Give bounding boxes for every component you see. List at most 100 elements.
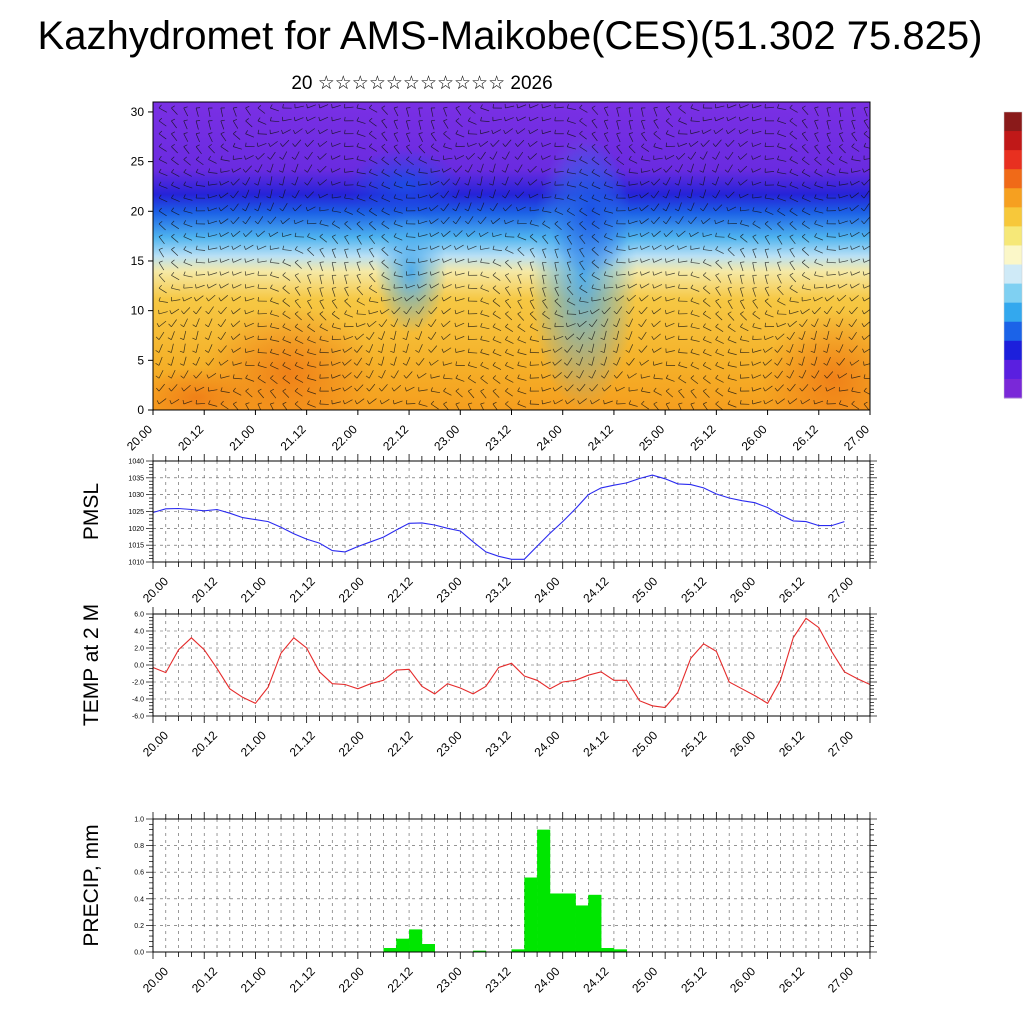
wind-barb: [727, 288, 732, 297]
wind-barb-flag: [674, 208, 679, 212]
wind-barb-flag: [576, 375, 580, 379]
wind-barb: [430, 295, 439, 302]
wind-barb-flag: [480, 284, 483, 289]
wind-barb-flag: [839, 144, 843, 147]
wind-barb: [641, 295, 649, 302]
wind-barb: [801, 399, 811, 405]
wind-barb-flag: [542, 310, 546, 315]
wind-barb: [158, 172, 168, 177]
wind-barb: [307, 139, 314, 147]
wind-barb: [814, 223, 824, 227]
wind-barb: [641, 345, 648, 353]
wind-barb: [344, 275, 348, 285]
wind-barb-flag: [255, 155, 259, 160]
wind-barb: [282, 163, 286, 173]
wind-barb-flag: [183, 233, 187, 237]
wind-barb-flag: [378, 387, 382, 392]
wind-barb: [764, 300, 772, 308]
wind-barb: [566, 287, 574, 296]
wind-barb-flag: [789, 260, 794, 263]
wind-barb: [777, 333, 785, 340]
wind-barb: [208, 207, 218, 212]
wind-barb: [777, 287, 784, 296]
wind-barb: [171, 184, 180, 190]
wind-barb: [269, 176, 273, 186]
wind-barb-flag: [267, 156, 271, 160]
wind-barb: [282, 262, 292, 267]
wind-barb: [467, 403, 472, 410]
wind-barb: [171, 210, 180, 216]
wind-barb: [678, 365, 688, 369]
wind-barb: [702, 189, 707, 199]
y-tick-label: 20: [131, 204, 145, 218]
wind-barb: [863, 203, 870, 212]
wind-barb-flag: [195, 144, 200, 147]
wind-barb-flag: [393, 181, 397, 186]
wind-barb-flag: [342, 387, 345, 392]
wind-barb-flag: [365, 375, 370, 379]
wind-barb-flag: [377, 337, 382, 340]
wind-barb: [863, 285, 870, 289]
wind-barb: [195, 120, 199, 130]
wind-barb-flag: [774, 375, 778, 379]
wind-barb: [665, 390, 674, 398]
wind-barb-flag: [331, 310, 336, 315]
wind-barb: [356, 159, 366, 162]
wind-barb: [665, 403, 670, 410]
wind-barb: [158, 223, 166, 231]
wind-barb: [393, 274, 403, 278]
wind-barb-flag: [318, 129, 321, 134]
wind-barb-flag: [319, 400, 322, 405]
wind-barb-flag: [861, 336, 865, 340]
wind-barb: [851, 306, 858, 315]
wind-barb: [839, 220, 848, 225]
wind-barb-flag: [455, 374, 459, 379]
wind-barb: [801, 249, 810, 256]
wind-barb-flag: [304, 194, 308, 199]
y-tick-label: 4.0: [134, 629, 144, 636]
wind-barb-flag: [714, 219, 716, 224]
wind-barb-flag: [566, 221, 571, 225]
wind-barb: [208, 357, 215, 366]
wind-barb: [282, 249, 292, 251]
wind-barb-flag: [381, 105, 386, 109]
wind-barb-flag: [639, 194, 642, 199]
wind-barb-flag: [218, 310, 222, 315]
wind-barb-flag: [429, 181, 432, 186]
wind-barb: [208, 344, 213, 353]
wind-barb-flag: [158, 234, 163, 238]
wind-barb: [802, 210, 811, 216]
wind-barb-flag: [861, 310, 865, 315]
wind-barb-flag: [650, 194, 654, 199]
wind-barb-flag: [502, 143, 506, 147]
wind-barb-flag: [392, 399, 395, 405]
wind-barb-flag: [233, 119, 238, 122]
wind-barb-flag: [517, 400, 521, 405]
wind-barb-flag: [789, 297, 792, 302]
wind-barb: [690, 390, 697, 399]
wind-barb-flag: [478, 142, 481, 147]
wind-barb: [393, 210, 403, 214]
wind-barb-flag: [726, 207, 729, 212]
wind-barb-flag: [576, 336, 580, 340]
wind-barb-flag: [480, 348, 483, 353]
wind-barb: [851, 107, 854, 117]
wind-barb: [591, 319, 598, 327]
wind-barb: [344, 236, 350, 245]
wind-barb: [529, 165, 537, 173]
wind-barb: [183, 172, 192, 177]
wind-barb-flag: [501, 170, 506, 173]
wind-barb-flag: [690, 104, 694, 109]
wind-barb: [257, 390, 265, 399]
wind-barb: [480, 176, 483, 186]
wind-barb-flag: [801, 220, 806, 225]
wind-barb-flag: [369, 260, 374, 263]
wind-barb: [455, 120, 463, 128]
wind-barb-flag: [443, 106, 448, 109]
wind-barb: [826, 357, 831, 366]
wind-barb: [752, 361, 762, 366]
wind-barb: [282, 352, 292, 357]
wind-barb-flag: [826, 132, 831, 135]
wind-barb: [344, 347, 353, 353]
wind-barb-flag: [850, 258, 852, 263]
